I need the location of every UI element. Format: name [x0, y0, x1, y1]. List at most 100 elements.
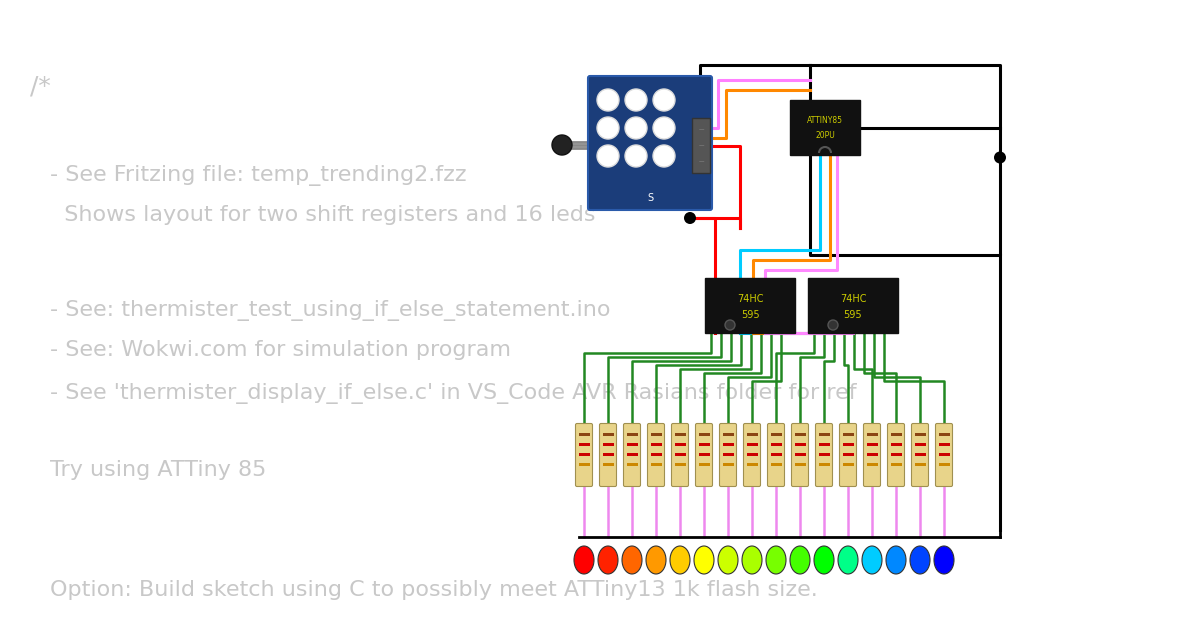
- Bar: [914, 443, 925, 445]
- Bar: [722, 463, 733, 466]
- Bar: [746, 453, 757, 455]
- Bar: [914, 463, 925, 466]
- FancyBboxPatch shape: [672, 423, 689, 486]
- Text: 20PU: 20PU: [815, 131, 835, 140]
- Ellipse shape: [622, 546, 642, 574]
- Circle shape: [725, 320, 734, 330]
- Bar: [914, 453, 925, 455]
- Bar: [938, 433, 949, 435]
- Ellipse shape: [838, 546, 858, 574]
- Bar: [578, 433, 589, 435]
- Circle shape: [598, 145, 619, 167]
- Text: - See Fritzing file: temp_trending2.fzz: - See Fritzing file: temp_trending2.fzz: [50, 165, 467, 186]
- Ellipse shape: [694, 546, 714, 574]
- Bar: [602, 463, 613, 466]
- Bar: [650, 453, 661, 455]
- Bar: [794, 443, 805, 445]
- FancyBboxPatch shape: [624, 423, 641, 486]
- Bar: [674, 463, 685, 466]
- Ellipse shape: [670, 546, 690, 574]
- Text: 74HC: 74HC: [840, 294, 866, 304]
- FancyBboxPatch shape: [768, 423, 785, 486]
- Text: —: —: [698, 144, 703, 149]
- FancyBboxPatch shape: [840, 423, 857, 486]
- Bar: [698, 443, 709, 445]
- Bar: [818, 433, 829, 435]
- Bar: [626, 453, 637, 455]
- Bar: [722, 433, 733, 435]
- Circle shape: [653, 117, 674, 139]
- Bar: [866, 453, 877, 455]
- Bar: [808, 278, 898, 333]
- Bar: [698, 463, 709, 466]
- Text: 595: 595: [740, 311, 760, 321]
- Ellipse shape: [862, 546, 882, 574]
- Circle shape: [625, 117, 647, 139]
- FancyBboxPatch shape: [720, 423, 737, 486]
- FancyBboxPatch shape: [816, 423, 833, 486]
- Bar: [698, 453, 709, 455]
- Bar: [722, 443, 733, 445]
- Bar: [842, 453, 853, 455]
- FancyBboxPatch shape: [936, 423, 953, 486]
- Text: S: S: [647, 193, 653, 203]
- Bar: [626, 463, 637, 466]
- Bar: [602, 443, 613, 445]
- Circle shape: [598, 117, 619, 139]
- Bar: [790, 100, 860, 155]
- Circle shape: [653, 89, 674, 111]
- Ellipse shape: [574, 546, 594, 574]
- FancyBboxPatch shape: [792, 423, 809, 486]
- Circle shape: [828, 320, 838, 330]
- Text: —: —: [698, 127, 703, 132]
- FancyBboxPatch shape: [912, 423, 929, 486]
- Bar: [602, 433, 613, 435]
- Bar: [722, 453, 733, 455]
- Text: 74HC: 74HC: [737, 294, 763, 304]
- Bar: [746, 463, 757, 466]
- Ellipse shape: [742, 546, 762, 574]
- Circle shape: [552, 135, 572, 155]
- Bar: [818, 453, 829, 455]
- Bar: [842, 433, 853, 435]
- Bar: [770, 463, 781, 466]
- FancyBboxPatch shape: [888, 423, 905, 486]
- Bar: [866, 463, 877, 466]
- FancyBboxPatch shape: [864, 423, 881, 486]
- Bar: [890, 463, 901, 466]
- Bar: [692, 118, 710, 173]
- Text: /*: /*: [30, 75, 50, 99]
- Circle shape: [684, 212, 696, 224]
- Bar: [674, 433, 685, 435]
- Bar: [674, 443, 685, 445]
- Bar: [626, 443, 637, 445]
- FancyBboxPatch shape: [648, 423, 665, 486]
- Bar: [602, 453, 613, 455]
- Circle shape: [653, 145, 674, 167]
- Ellipse shape: [598, 546, 618, 574]
- Ellipse shape: [814, 546, 834, 574]
- Bar: [698, 433, 709, 435]
- Circle shape: [598, 89, 619, 111]
- Text: Try using ATTiny 85: Try using ATTiny 85: [50, 460, 266, 480]
- Ellipse shape: [718, 546, 738, 574]
- Ellipse shape: [934, 546, 954, 574]
- Bar: [866, 433, 877, 435]
- Bar: [794, 463, 805, 466]
- Text: - See: Wokwi.com for simulation program: - See: Wokwi.com for simulation program: [50, 340, 511, 360]
- Ellipse shape: [766, 546, 786, 574]
- Bar: [770, 433, 781, 435]
- Bar: [626, 433, 637, 435]
- Bar: [938, 453, 949, 455]
- Ellipse shape: [910, 546, 930, 574]
- FancyBboxPatch shape: [744, 423, 761, 486]
- Text: - See: thermister_test_using_if_else_statement.ino: - See: thermister_test_using_if_else_sta…: [50, 300, 611, 321]
- Bar: [938, 463, 949, 466]
- Ellipse shape: [886, 546, 906, 574]
- Bar: [866, 443, 877, 445]
- Bar: [650, 463, 661, 466]
- Circle shape: [625, 145, 647, 167]
- Bar: [818, 463, 829, 466]
- Bar: [770, 453, 781, 455]
- Bar: [746, 433, 757, 435]
